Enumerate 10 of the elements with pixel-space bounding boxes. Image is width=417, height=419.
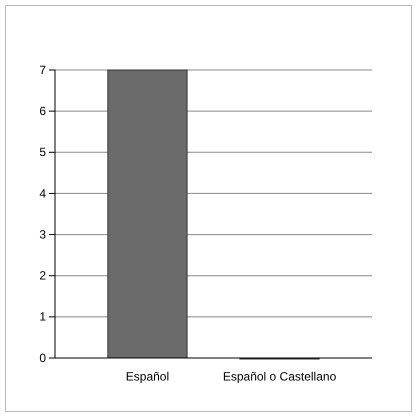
y-tick-label: 5	[39, 145, 46, 160]
y-tick-label: 0	[39, 350, 46, 365]
y-tick-label: 4	[39, 186, 46, 200]
y-tick-label: 6	[39, 104, 46, 118]
y-tick-label: 1	[39, 310, 46, 324]
y-tick-label: 3	[39, 227, 46, 242]
y-tick-label: 7	[39, 62, 46, 77]
y-tick-label: 2	[39, 268, 46, 283]
x-tick-label: Español	[126, 370, 170, 384]
x-tick-label: Español o Castellano	[222, 370, 337, 384]
